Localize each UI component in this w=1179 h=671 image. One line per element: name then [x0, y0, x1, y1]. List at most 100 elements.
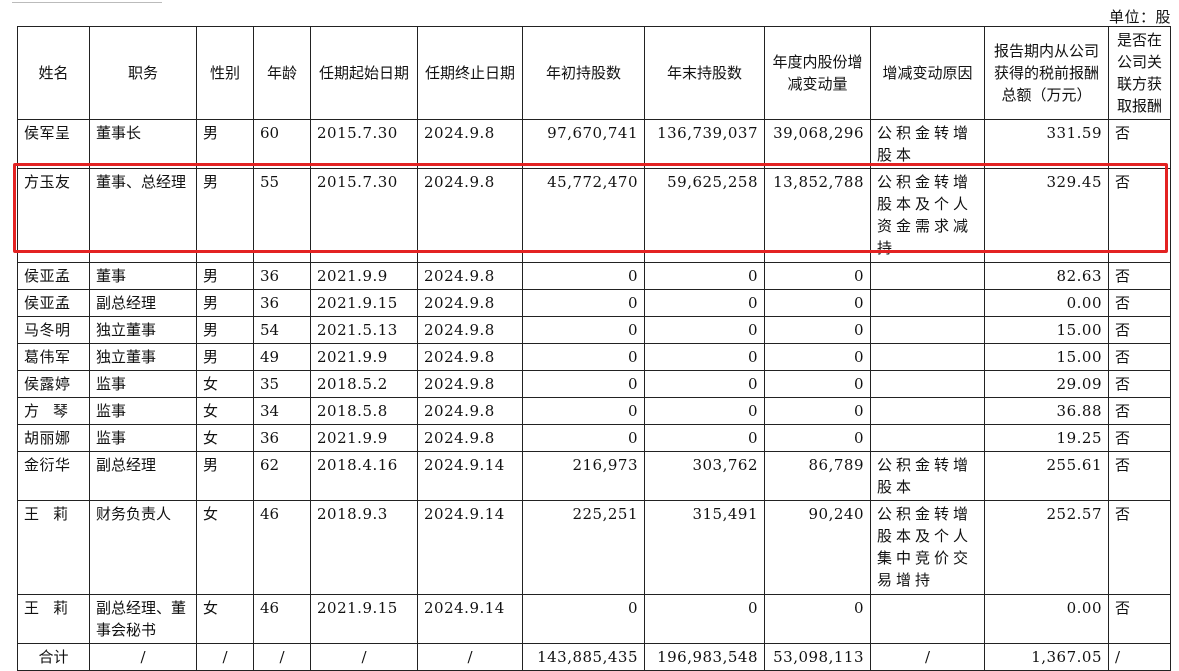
cell-age: 36: [253, 262, 311, 290]
cell-age: 60: [253, 119, 311, 169]
cell-shares-end: 0: [644, 397, 765, 425]
cell-related-party-pay: 否: [1108, 168, 1171, 263]
cell-related-party-pay: 否: [1108, 370, 1171, 398]
cell-term-end: 2024.9.14: [417, 451, 523, 501]
cell-shares-change: 0: [764, 262, 871, 290]
cell-shares-begin: 97,670,741: [522, 119, 645, 169]
header-row: 姓名 职务 性别 年龄 任期起始日期 任期终止日期 年初持股数 年末持股数 年度…: [17, 26, 1171, 120]
table-row: 马冬明 独立董事 男 54 2021.5.13 2024.9.8 0 0 0 1…: [17, 316, 1171, 344]
cell-shares-change: 0: [764, 316, 871, 344]
cell-term-start: 2021.9.9: [310, 343, 418, 371]
cell-term-start: 2021.9.15: [310, 289, 418, 317]
cell-gender: 男: [196, 168, 254, 263]
header-shares-begin: 年初持股数: [522, 26, 645, 120]
cell-pretax-pay: 255.61: [984, 451, 1109, 501]
cell-term-start: 2018.4.16: [310, 451, 418, 501]
cell-position: 董事: [89, 262, 197, 290]
cell-age: 36: [253, 424, 311, 452]
cell-age: 55: [253, 168, 311, 263]
cell-change-reason: [870, 289, 985, 317]
cell-change-reason: 公积金转增股本及个人集中竞价交易增持: [870, 500, 985, 595]
cell-pretax-pay: 82.63: [984, 262, 1109, 290]
cell-shares-change: 86,789: [764, 451, 871, 501]
cell-term-start: 2015.7.30: [310, 119, 418, 169]
cell-shares-begin: 0: [522, 289, 645, 317]
cell-shares-end: 0: [644, 594, 765, 644]
cell-position: 监事: [89, 424, 197, 452]
cell-term-start: 2021.9.9: [310, 424, 418, 452]
cell-term-start: 2021.5.13: [310, 316, 418, 344]
cell-name: 方玉友: [17, 168, 90, 263]
cell-related-party-pay: 否: [1108, 262, 1171, 290]
cell-shares-begin: 216,973: [522, 451, 645, 501]
cell-pretax-pay: 36.88: [984, 397, 1109, 425]
cell-shares-end: 59,625,258: [644, 168, 765, 263]
cell-position: 独立董事: [89, 343, 197, 371]
cell-pretax-pay: 252.57: [984, 500, 1109, 595]
cell-age: 35: [253, 370, 311, 398]
table-row: 侯亚孟 董事 男 36 2021.9.9 2024.9.8 0 0 0 82.6…: [17, 262, 1171, 290]
total-shares-change: 53,098,113: [764, 643, 871, 671]
cell-shares-change: 90,240: [764, 500, 871, 595]
cell-age: 36: [253, 289, 311, 317]
cell-pretax-pay: 29.09: [984, 370, 1109, 398]
cell-shares-end: 0: [644, 370, 765, 398]
header-shares-change: 年度内股份增减变动量: [764, 26, 871, 120]
total-slash-term-start: /: [310, 643, 418, 671]
cell-gender: 男: [196, 262, 254, 290]
cell-shares-change: 0: [764, 343, 871, 371]
cell-related-party-pay: 否: [1108, 500, 1171, 595]
cell-pretax-pay: 19.25: [984, 424, 1109, 452]
cell-name: 侯亚孟: [17, 262, 90, 290]
cell-term-start: 2021.9.15: [310, 594, 418, 644]
cell-shares-end: 0: [644, 343, 765, 371]
header-name: 姓名: [17, 26, 90, 120]
cell-term-end: 2024.9.8: [417, 397, 523, 425]
cell-shares-change: 0: [764, 397, 871, 425]
cell-shares-change: 0: [764, 594, 871, 644]
cell-position: 独立董事: [89, 316, 197, 344]
cell-related-party-pay: 否: [1108, 289, 1171, 317]
cell-term-end: 2024.9.8: [417, 119, 523, 169]
cell-gender: 男: [196, 451, 254, 501]
cell-change-reason: [870, 594, 985, 644]
executive-shareholding-table: 姓名 职务 性别 年龄 任期起始日期 任期终止日期 年初持股数 年末持股数 年度…: [17, 26, 1171, 671]
cell-term-end: 2024.9.8: [417, 316, 523, 344]
cell-gender: 女: [196, 594, 254, 644]
cell-gender: 女: [196, 370, 254, 398]
cell-related-party-pay: 否: [1108, 119, 1171, 169]
cell-position: 董事、总经理: [89, 168, 197, 263]
cell-pretax-pay: 15.00: [984, 343, 1109, 371]
header-position: 职务: [89, 26, 197, 120]
header-gender: 性别: [196, 26, 254, 120]
header-term-start: 任期起始日期: [310, 26, 418, 120]
cell-term-start: 2018.9.3: [310, 500, 418, 595]
cell-position: 监事: [89, 370, 197, 398]
cell-shares-change: 0: [764, 424, 871, 452]
cell-term-end: 2024.9.14: [417, 500, 523, 595]
total-slash-age: /: [253, 643, 311, 671]
cell-name: 侯军呈: [17, 119, 90, 169]
header-age: 年龄: [253, 26, 311, 120]
cell-term-end: 2024.9.8: [417, 168, 523, 263]
cell-position: 副总经理: [89, 451, 197, 501]
table-row: 金衍华 副总经理 男 62 2018.4.16 2024.9.14 216,97…: [17, 451, 1171, 501]
header-shares-end: 年末持股数: [644, 26, 765, 120]
total-slash-related: /: [1108, 643, 1171, 671]
cell-change-reason: 公积金转增股本: [870, 451, 985, 501]
cell-name: 侯露婷: [17, 370, 90, 398]
cell-shares-end: 315,491: [644, 500, 765, 595]
cell-gender: 女: [196, 500, 254, 595]
cell-pretax-pay: 331.59: [984, 119, 1109, 169]
cell-pretax-pay: 0.00: [984, 289, 1109, 317]
header-term-end: 任期终止日期: [417, 26, 523, 120]
total-label: 合计: [17, 643, 90, 671]
cell-term-start: 2021.9.9: [310, 262, 418, 290]
cell-age: 34: [253, 397, 311, 425]
cell-position: 监事: [89, 397, 197, 425]
total-slash-position: /: [89, 643, 197, 671]
cell-term-start: 2015.7.30: [310, 168, 418, 263]
cell-related-party-pay: 否: [1108, 316, 1171, 344]
cell-name: 王莉: [17, 500, 90, 595]
cell-age: 46: [253, 500, 311, 595]
